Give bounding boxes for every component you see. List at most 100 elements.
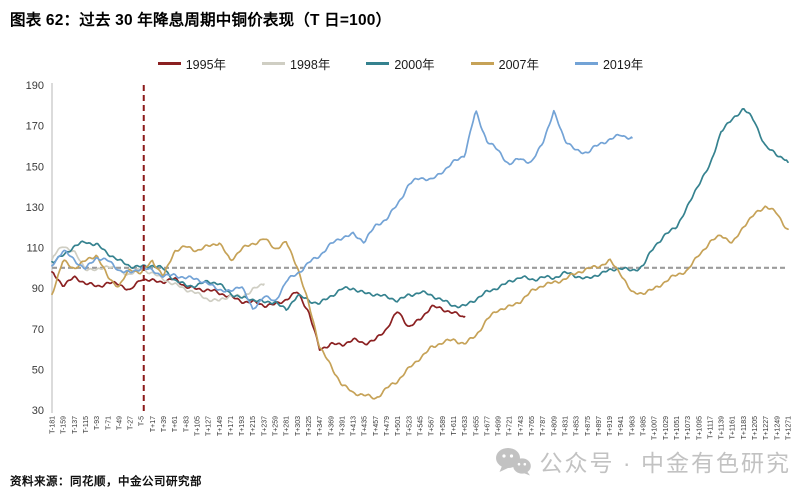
svg-text:T+941: T+941 (618, 416, 625, 436)
svg-text:T-159: T-159 (61, 416, 68, 434)
svg-text:T-181: T-181 (50, 416, 57, 434)
svg-text:T+127: T+127 (206, 416, 213, 436)
svg-text:T+633: T+633 (462, 416, 469, 436)
svg-text:T+611: T+611 (451, 416, 458, 436)
svg-text:T+853: T+853 (574, 416, 581, 436)
svg-text:T+61: T+61 (172, 416, 179, 432)
series-line-2000年 (51, 108, 789, 311)
svg-text:T+589: T+589 (440, 416, 447, 436)
legend-item-2019年: 2019年 (574, 54, 644, 73)
legend-item-1998年: 1998年 (262, 54, 330, 73)
legend-label: 1995年 (185, 58, 227, 72)
svg-text:T+655: T+655 (473, 416, 480, 436)
svg-text:T+1227: T+1227 (763, 416, 770, 440)
figure-title: 图表 62：过去 30 年降息周期中铜价表现（T 日=100） (10, 12, 392, 29)
svg-text:T+281: T+281 (284, 416, 291, 436)
svg-text:T-5: T-5 (139, 416, 146, 426)
watermark-text: 公众号 · 中金有色研究 (539, 450, 791, 476)
legend-label: 2019年 (602, 58, 644, 72)
series-line-2019年 (51, 109, 633, 310)
wechat-icon (495, 448, 531, 476)
svg-text:T+369: T+369 (328, 416, 335, 436)
svg-text:T+215: T+215 (250, 416, 257, 436)
svg-text:T+1051: T+1051 (674, 416, 681, 440)
svg-text:T-49: T-49 (116, 416, 123, 430)
svg-text:T+1205: T+1205 (752, 416, 759, 440)
svg-text:T-115: T-115 (83, 416, 90, 433)
svg-text:T+897: T+897 (596, 416, 603, 436)
svg-text:T+545: T+545 (418, 416, 425, 436)
svg-text:T+171: T+171 (228, 416, 235, 436)
svg-text:T+1073: T+1073 (685, 416, 692, 440)
svg-text:T+963: T+963 (629, 416, 636, 436)
source-text: 资料来源：同花顺，中金公司研究部 (10, 476, 202, 488)
svg-text:150: 150 (26, 161, 44, 173)
svg-text:T+1095: T+1095 (696, 416, 703, 440)
svg-text:T+1161: T+1161 (730, 416, 737, 440)
legend-item-2000年: 2000年 (366, 54, 435, 73)
legend-label: 2000年 (394, 58, 435, 72)
legend-swatch (574, 62, 598, 65)
legend-item-2007年: 2007年 (470, 54, 539, 73)
svg-text:T+17: T+17 (150, 416, 157, 432)
svg-text:T+567: T+567 (429, 416, 436, 436)
legend-swatch (366, 62, 390, 65)
legend-label: 2007年 (498, 58, 539, 72)
svg-text:T+237: T+237 (261, 416, 268, 436)
svg-text:90: 90 (32, 283, 44, 295)
svg-text:T+1249: T+1249 (774, 416, 781, 440)
svg-text:T-27: T-27 (128, 416, 135, 430)
svg-text:T-71: T-71 (105, 416, 112, 430)
legend-swatch (470, 62, 494, 65)
svg-text:T+303: T+303 (295, 416, 302, 436)
svg-text:T+875: T+875 (585, 416, 592, 436)
watermark: 公众号 · 中金有色研究 (495, 444, 791, 478)
svg-text:T+1029: T+1029 (663, 416, 670, 440)
svg-text:T+919: T+919 (607, 416, 614, 436)
series-line-2007年 (51, 205, 789, 400)
svg-text:T+413: T+413 (351, 416, 358, 436)
svg-text:T+523: T+523 (406, 416, 413, 436)
svg-text:T+105: T+105 (194, 416, 201, 436)
svg-text:T+479: T+479 (384, 416, 391, 436)
svg-text:T-137: T-137 (72, 416, 79, 434)
svg-text:110: 110 (26, 243, 44, 255)
svg-text:T+765: T+765 (529, 416, 536, 436)
svg-text:T+1117: T+1117 (707, 416, 714, 439)
svg-text:T+1007: T+1007 (652, 416, 659, 440)
svg-text:T+831: T+831 (562, 416, 569, 436)
legend-item-1995年: 1995年 (157, 54, 227, 73)
svg-text:130: 130 (26, 202, 44, 214)
svg-text:50: 50 (32, 364, 44, 376)
svg-text:170: 170 (26, 121, 44, 133)
svg-text:T+391: T+391 (339, 416, 346, 436)
svg-text:T+435: T+435 (362, 416, 369, 436)
svg-text:T+677: T+677 (484, 416, 491, 436)
svg-text:190: 190 (26, 80, 44, 92)
legend: 1995年 1998年 2000年 2007年 2019年 (0, 54, 801, 73)
series-line-1998年 (51, 246, 265, 303)
legend-swatch (262, 62, 286, 65)
svg-text:T+1183: T+1183 (741, 416, 748, 440)
svg-text:T-93: T-93 (94, 416, 101, 430)
svg-text:T+457: T+457 (373, 416, 380, 436)
svg-text:T+743: T+743 (518, 416, 525, 436)
svg-text:T+83: T+83 (183, 416, 190, 432)
svg-text:30: 30 (32, 405, 44, 417)
svg-text:T+149: T+149 (217, 416, 224, 436)
svg-text:T+347: T+347 (317, 416, 324, 436)
svg-text:70: 70 (32, 324, 44, 336)
svg-text:T+809: T+809 (551, 416, 558, 436)
svg-text:T+787: T+787 (540, 416, 547, 436)
svg-text:T+985: T+985 (641, 416, 648, 436)
svg-text:T+699: T+699 (496, 416, 503, 436)
svg-text:T+501: T+501 (395, 416, 402, 436)
y-axis-tick-labels: 190 170 150 130 110 90 70 50 30 (26, 80, 44, 417)
legend-label: 1998年 (290, 58, 331, 72)
x-axis-tick-labels: T-181 T-159 T-137 T-115 T-93 T-71 T-49 T-27 T-5 T… (50, 416, 793, 440)
svg-text:T+1271: T+1271 (786, 416, 793, 440)
svg-text:T+39: T+39 (161, 416, 168, 432)
svg-text:T+1139: T+1139 (719, 416, 726, 440)
